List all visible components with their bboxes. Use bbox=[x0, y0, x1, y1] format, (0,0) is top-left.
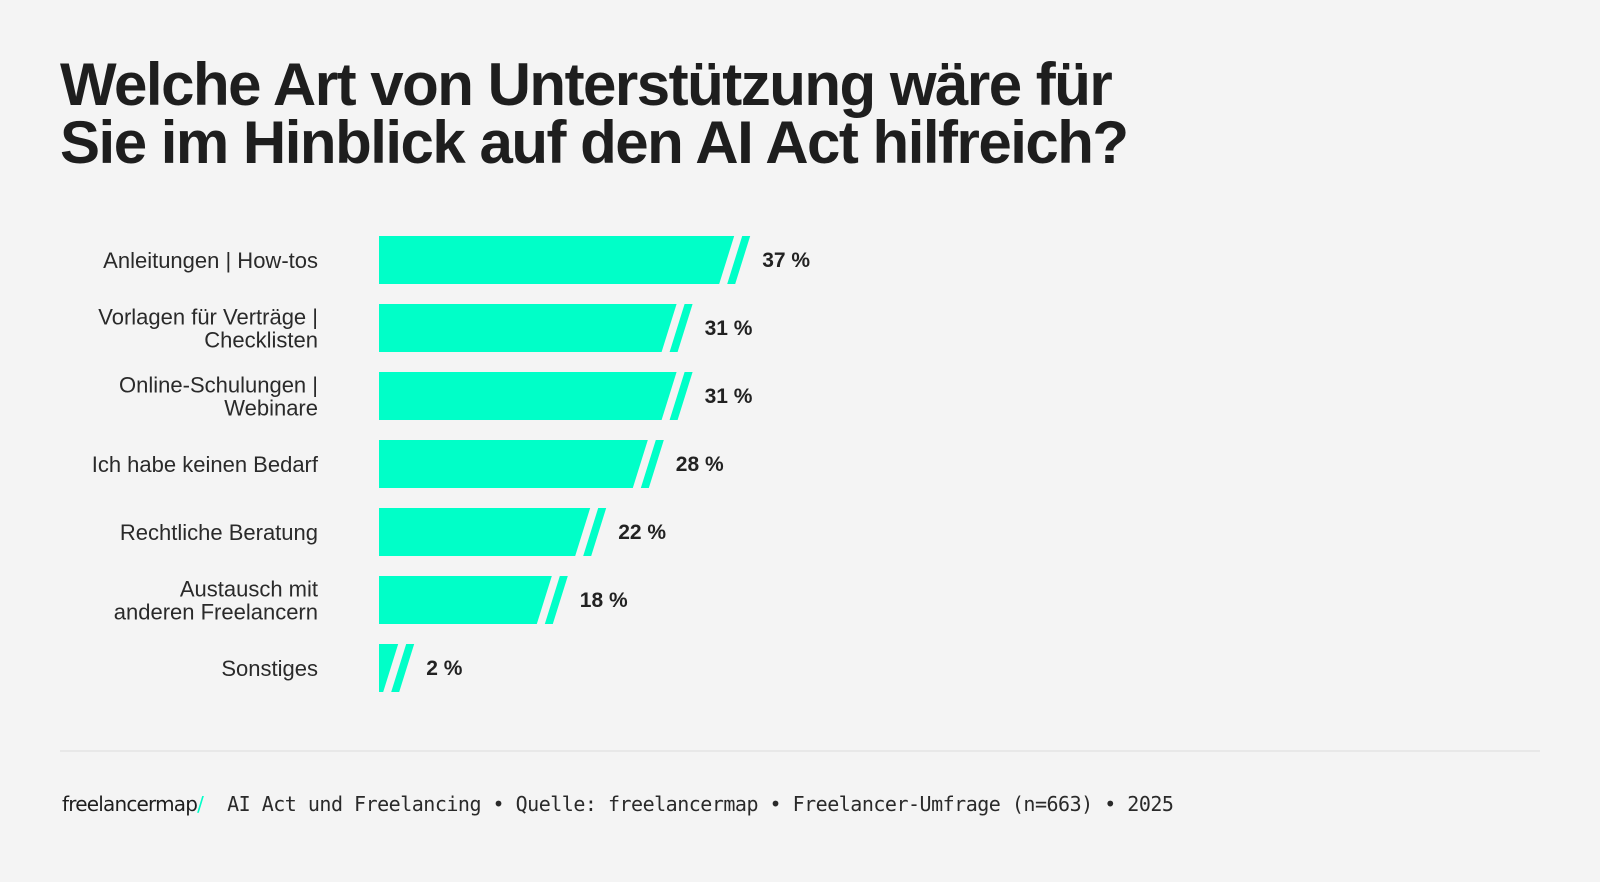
category-label: Austausch mit bbox=[180, 577, 318, 602]
title-line-1: Welche Art von Unterstützung wäre für bbox=[60, 51, 1113, 118]
value-label: 18 % bbox=[580, 589, 628, 612]
category-label: Online-Schulungen | bbox=[119, 373, 318, 398]
bar-break-stripe bbox=[544, 576, 568, 624]
bar-break-stripe bbox=[669, 304, 693, 352]
category-label: Sonstiges bbox=[221, 656, 318, 681]
bar bbox=[379, 236, 735, 284]
category-label: Rechtliche Beratung bbox=[120, 520, 318, 545]
bar bbox=[379, 304, 677, 352]
value-label: 28 % bbox=[676, 453, 724, 476]
value-label: 22 % bbox=[618, 521, 666, 544]
title-line-2: Sie im Hinblick auf den AI Act hilfreich… bbox=[60, 109, 1129, 176]
value-label: 31 % bbox=[705, 317, 753, 340]
freelancermap-logo: freelancermap/ bbox=[62, 792, 204, 816]
category-label: Checklisten bbox=[204, 328, 318, 353]
footer-divider bbox=[60, 750, 1540, 752]
chart-title: Welche Art von Unterstützung wäre für Si… bbox=[60, 51, 1129, 176]
source-note: AI Act und Freelancing • Quelle: freelan… bbox=[227, 792, 1174, 816]
bar bbox=[379, 508, 591, 556]
value-label: 31 % bbox=[705, 385, 753, 408]
value-label: 2 % bbox=[426, 657, 463, 680]
category-label: Ich habe keinen Bedarf bbox=[92, 452, 319, 477]
bar bbox=[379, 440, 648, 488]
bar-break-stripe bbox=[669, 372, 693, 420]
category-label: anderen Freelancern bbox=[114, 600, 318, 625]
category-label: Webinare bbox=[224, 396, 318, 421]
bar bbox=[379, 644, 399, 692]
bar-break-stripe bbox=[640, 440, 664, 488]
bar-break-stripe bbox=[727, 236, 751, 284]
bar bbox=[379, 576, 552, 624]
bar-break-stripe bbox=[391, 644, 415, 692]
value-label: 37 % bbox=[762, 249, 810, 272]
category-label: Anleitungen | How-tos bbox=[103, 248, 318, 273]
bar-break-stripe bbox=[583, 508, 607, 556]
category-label: Vorlagen für Verträge | bbox=[98, 305, 318, 330]
footer: freelancermap/ AI Act und Freelancing • … bbox=[62, 792, 1174, 816]
bar bbox=[379, 372, 677, 420]
